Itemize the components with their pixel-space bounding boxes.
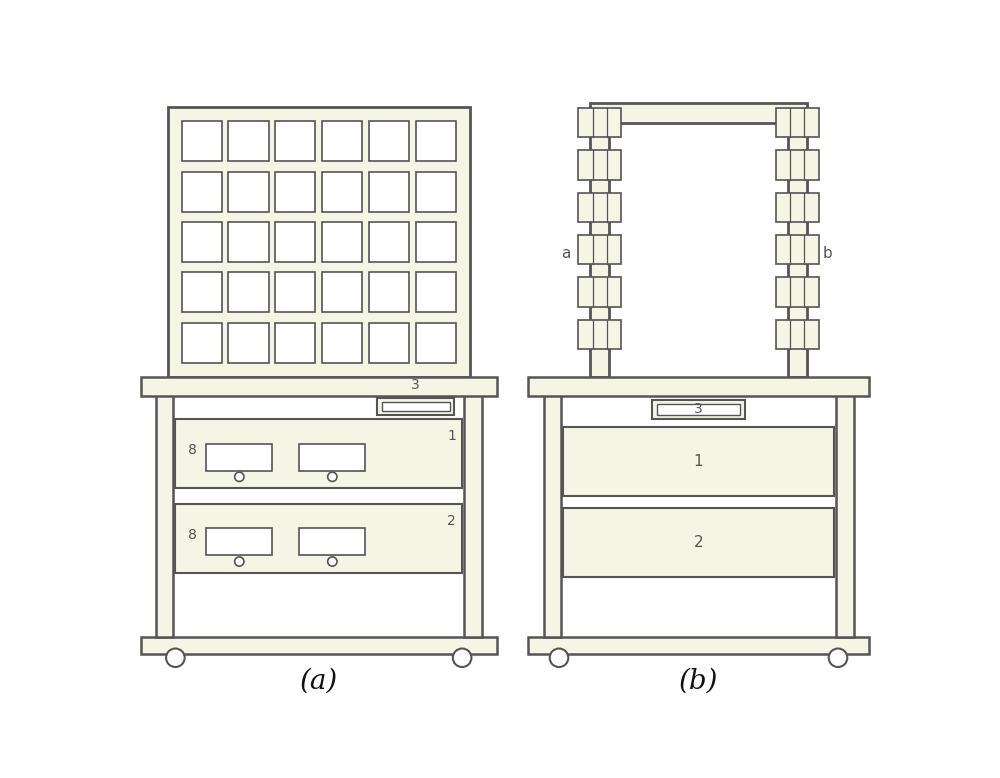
Bar: [788, 107, 807, 377]
Text: 2: 2: [447, 514, 456, 528]
Bar: [228, 222, 269, 262]
Bar: [228, 272, 269, 313]
Circle shape: [453, 649, 471, 667]
Bar: [416, 222, 456, 262]
Bar: [776, 235, 819, 265]
Bar: [369, 222, 409, 262]
Bar: [836, 391, 854, 637]
Bar: [228, 171, 269, 212]
Bar: [299, 528, 365, 555]
Circle shape: [328, 472, 337, 482]
Text: a: a: [561, 246, 571, 261]
Bar: [563, 507, 834, 577]
Text: 8: 8: [188, 528, 197, 542]
Text: (a): (a): [300, 668, 338, 695]
Bar: [578, 320, 621, 349]
Text: 3: 3: [411, 378, 420, 392]
Text: 1: 1: [694, 454, 703, 469]
Bar: [369, 121, 409, 161]
Bar: [182, 171, 222, 212]
Bar: [377, 398, 454, 415]
Bar: [175, 419, 462, 489]
Bar: [322, 171, 362, 212]
Bar: [590, 107, 609, 377]
Bar: [382, 402, 450, 412]
Bar: [657, 404, 740, 415]
Circle shape: [235, 472, 244, 482]
Circle shape: [166, 649, 185, 667]
Bar: [776, 320, 819, 349]
Bar: [175, 504, 462, 573]
Bar: [182, 222, 222, 262]
Text: (b): (b): [679, 668, 718, 695]
Bar: [322, 121, 362, 161]
Bar: [206, 528, 272, 555]
Bar: [322, 272, 362, 313]
Bar: [275, 121, 315, 161]
Circle shape: [550, 649, 568, 667]
Bar: [168, 107, 470, 377]
Bar: [578, 235, 621, 265]
Bar: [322, 222, 362, 262]
Bar: [776, 193, 819, 222]
Text: 3: 3: [694, 402, 703, 416]
Bar: [275, 171, 315, 212]
Circle shape: [235, 557, 244, 566]
Bar: [182, 272, 222, 313]
Bar: [275, 272, 315, 313]
Bar: [182, 121, 222, 161]
Bar: [590, 103, 807, 123]
Bar: [275, 323, 315, 363]
Bar: [369, 171, 409, 212]
Bar: [228, 323, 269, 363]
Bar: [464, 391, 482, 637]
Bar: [416, 323, 456, 363]
Bar: [528, 377, 869, 396]
Bar: [156, 391, 173, 637]
Bar: [299, 443, 365, 471]
Bar: [416, 121, 456, 161]
Bar: [578, 108, 621, 137]
Bar: [544, 391, 561, 637]
Bar: [776, 108, 819, 137]
Bar: [206, 443, 272, 471]
Bar: [578, 150, 621, 180]
Bar: [563, 427, 834, 496]
Text: b: b: [822, 246, 832, 261]
Text: 8: 8: [188, 443, 197, 457]
Text: 2: 2: [694, 534, 703, 550]
Bar: [275, 222, 315, 262]
Bar: [776, 150, 819, 180]
Circle shape: [328, 557, 337, 566]
Bar: [652, 400, 745, 419]
Bar: [369, 272, 409, 313]
Bar: [182, 323, 222, 363]
Bar: [578, 193, 621, 222]
Bar: [369, 323, 409, 363]
Bar: [528, 637, 869, 654]
Bar: [322, 323, 362, 363]
Bar: [140, 637, 497, 654]
Bar: [228, 121, 269, 161]
Circle shape: [829, 649, 847, 667]
Bar: [416, 171, 456, 212]
Bar: [416, 272, 456, 313]
Bar: [140, 377, 497, 396]
Bar: [578, 278, 621, 307]
Bar: [776, 278, 819, 307]
Text: 1: 1: [447, 429, 456, 443]
